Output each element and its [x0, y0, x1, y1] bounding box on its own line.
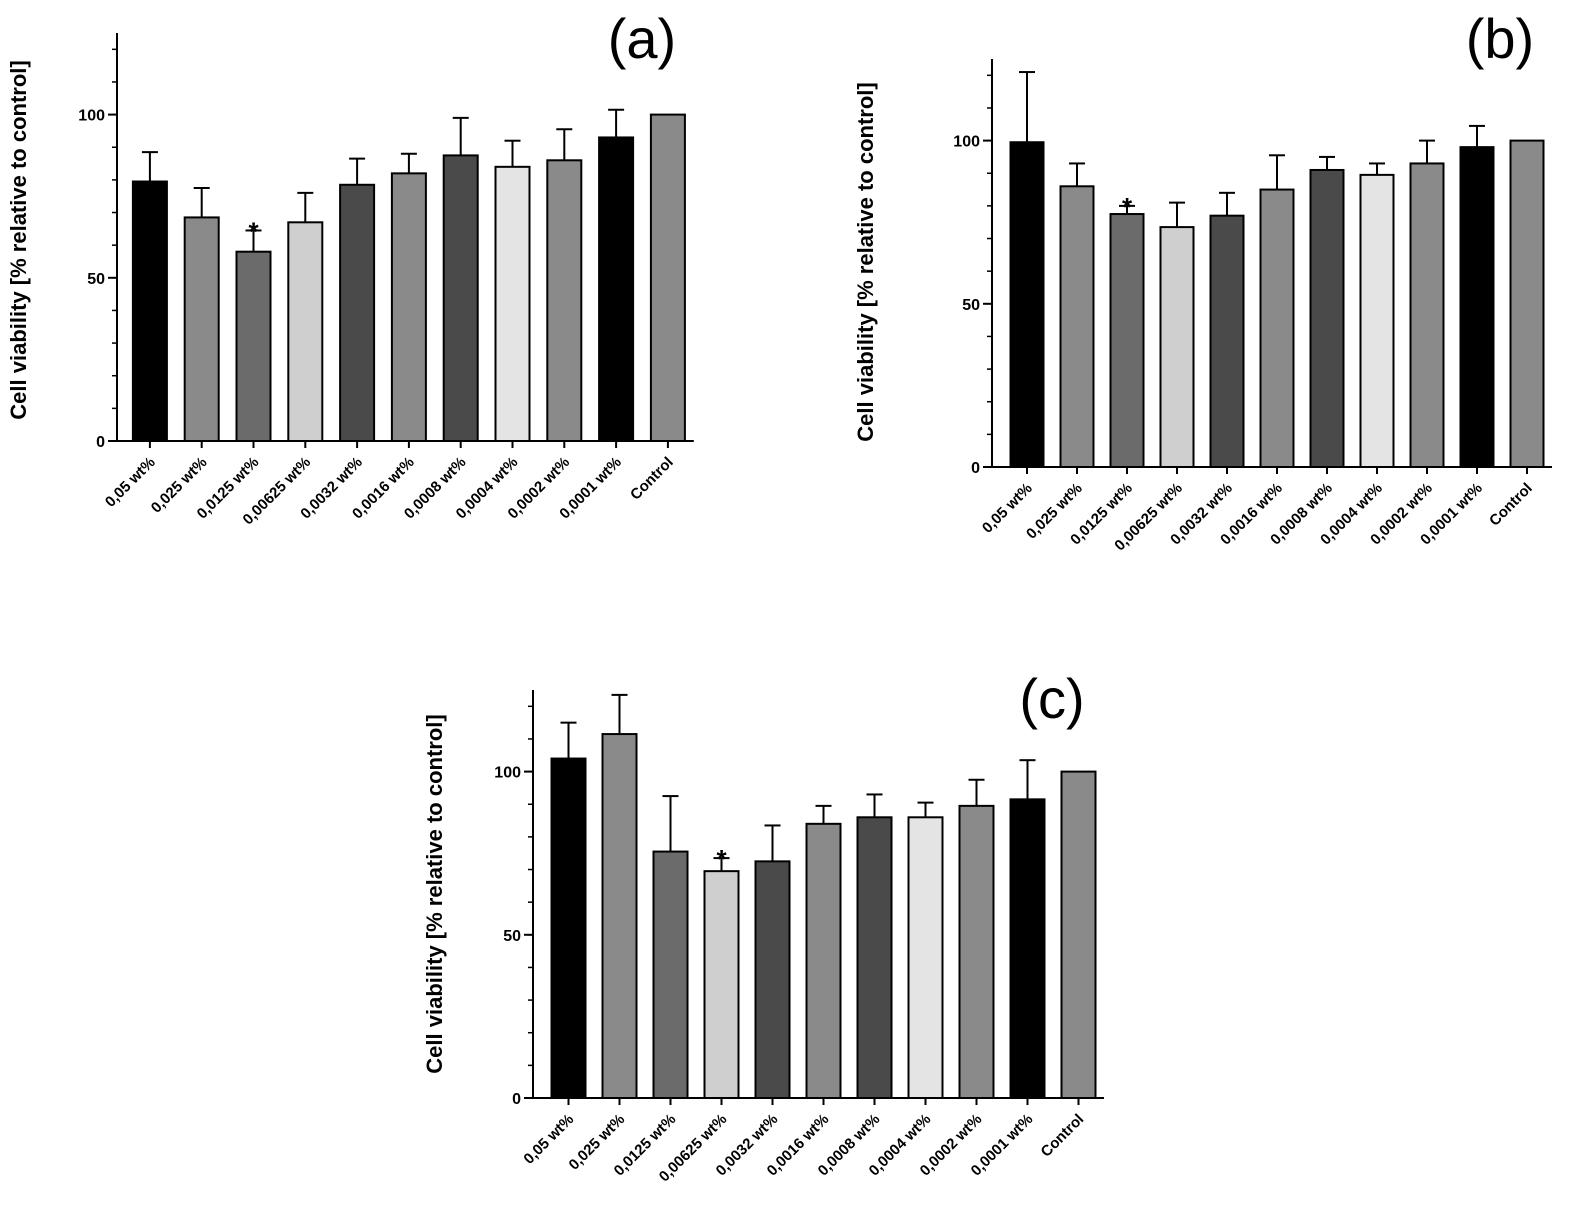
y-axis-label: Cell viability [% relative to control] — [422, 714, 447, 1073]
bar-9 — [1409, 162, 1445, 468]
y-tick-label: 50 — [87, 271, 105, 288]
bar-5 — [1209, 214, 1245, 468]
bar-6 — [805, 822, 842, 1099]
y-tick-label: 0 — [971, 460, 980, 477]
bar-7 — [442, 154, 479, 442]
bar-8 — [494, 165, 531, 442]
y-tick-label: 100 — [78, 108, 105, 125]
y-tick-label: 100 — [953, 134, 980, 151]
bar-10 — [1009, 798, 1046, 1099]
bar-6 — [1259, 188, 1295, 468]
bar-2 — [183, 216, 220, 442]
bar-1 — [1009, 141, 1045, 468]
bar-9 — [958, 804, 995, 1099]
bar-9 — [546, 159, 583, 443]
chart-panel-2: (b) Cell viability [% relative to control… — [853, 7, 1552, 554]
y-tick-label: 0 — [512, 1091, 521, 1108]
bar-10 — [598, 136, 635, 442]
bar-3 — [1109, 213, 1145, 468]
bar-3 — [652, 850, 689, 1099]
bar-5 — [339, 183, 376, 442]
bar-6 — [390, 172, 427, 443]
bar-2 — [1059, 185, 1095, 469]
bar-11 — [1060, 770, 1097, 1099]
bar-1 — [131, 180, 168, 442]
significance-marker: * — [248, 216, 259, 246]
bar-4 — [1159, 226, 1195, 468]
category-label-11: Control — [1038, 1111, 1088, 1161]
bar-7 — [856, 816, 893, 1100]
significance-marker: * — [1122, 192, 1133, 222]
y-tick-label: 50 — [962, 297, 980, 314]
bar-5 — [754, 860, 791, 1099]
bar-8 — [907, 816, 944, 1100]
bar-8 — [1359, 173, 1395, 468]
significance-marker: * — [716, 844, 727, 874]
y-axis-label: Cell viability [% relative to control] — [6, 60, 31, 419]
bar-11 — [1509, 139, 1545, 468]
y-tick-label: 100 — [494, 765, 521, 782]
bar-7 — [1309, 168, 1345, 468]
bar-10 — [1459, 146, 1495, 469]
chart-panel-3: (c) Cell viability [% relative to control… — [422, 667, 1104, 1185]
category-label-11: Control — [1486, 480, 1536, 530]
category-label-11: Control — [627, 454, 677, 504]
panel-label: (b) — [1466, 7, 1534, 70]
y-tick-label: 50 — [503, 928, 521, 945]
bar-2 — [601, 733, 638, 1100]
panel-label: (c) — [1019, 667, 1084, 730]
y-tick-label: 0 — [96, 434, 105, 451]
y-axis-label: Cell viability [% relative to control] — [853, 82, 878, 441]
bar-4 — [703, 870, 740, 1099]
bar-3 — [235, 250, 272, 442]
bar-1 — [550, 757, 587, 1099]
bar-11 — [649, 113, 686, 442]
chart-panel-1: (a) Cell viability [% relative to control… — [6, 7, 694, 528]
panel-label: (a) — [608, 7, 676, 70]
bar-4 — [287, 221, 324, 442]
